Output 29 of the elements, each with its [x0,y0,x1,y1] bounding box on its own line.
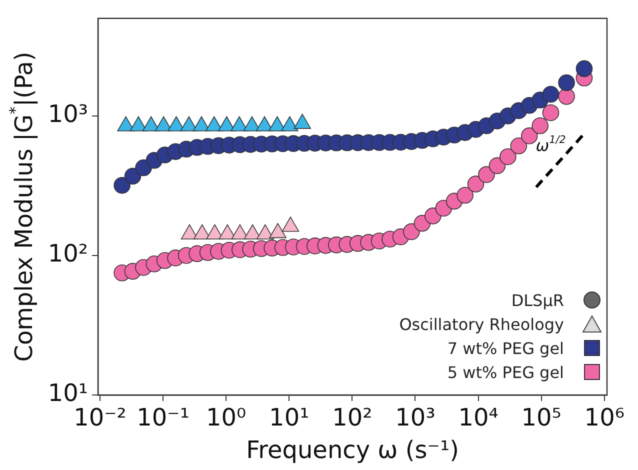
x-tick-label: 10³ [395,404,436,432]
point [542,86,560,103]
point [542,104,560,122]
point [114,176,130,194]
x-tick-label: 10⁶ [584,404,624,432]
y-tick-label: 10² [48,240,88,268]
point [520,127,538,144]
legend-label: 7 wt% PEG gel [447,338,564,358]
point [510,137,528,154]
point [532,117,548,134]
point [488,157,506,174]
y-tick-label: 10³ [48,100,88,128]
y-axis-title: Complex Modulus |G*|(Pa) [6,52,38,362]
annotation: Oscillatory Rheology [399,314,564,334]
point [403,223,420,240]
annotation: DLSμR [511,290,564,310]
point [478,166,495,183]
x-axis-title: Frequency ω (s⁻¹) [246,436,459,464]
x-tick-label: 10⁻¹ [136,404,190,432]
point [124,168,142,185]
x-tick-label: 10¹ [269,404,310,432]
point [467,176,484,192]
legend-label: 5 wt% PEG gel [447,362,564,382]
x-tick-label: 10⁴ [458,404,498,432]
x-tick-label: 10⁵ [521,404,562,432]
point [500,148,516,166]
x-tick-label: 10⁰ [206,404,246,432]
x-tick-label: 10² [332,404,372,432]
point [456,186,474,204]
